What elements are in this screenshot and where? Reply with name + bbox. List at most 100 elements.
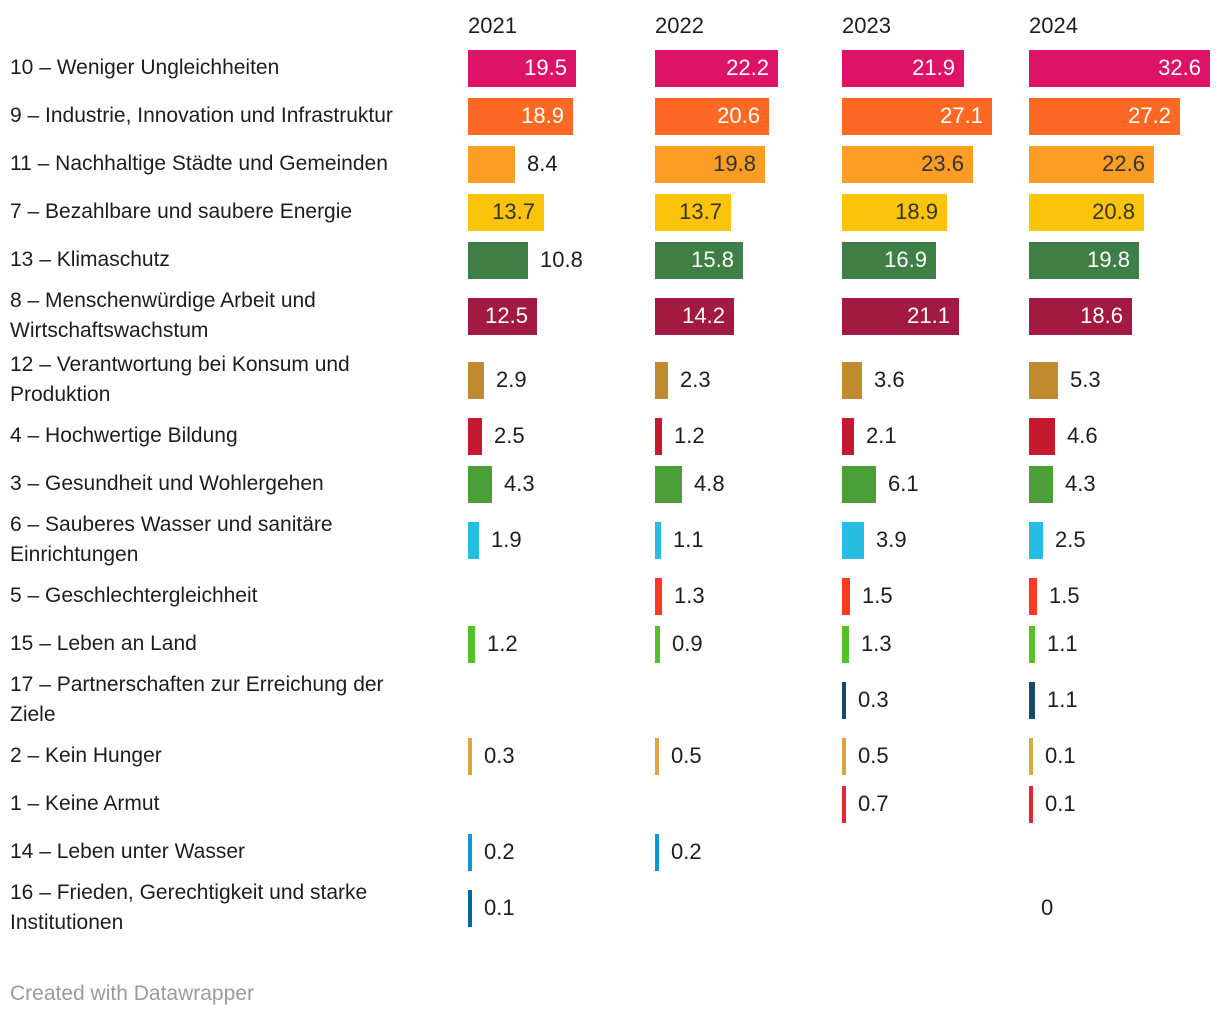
bar-cell: 1.9 — [468, 508, 655, 572]
bar: 18.9 — [842, 193, 947, 231]
value-label: 1.1 — [1047, 631, 1078, 656]
bar-cell: 1.2 — [468, 620, 655, 668]
chart-row: 3 – Gesundheit und Wohlergehen 4.3 4.8 6.1 4… — [10, 460, 1220, 508]
bar — [842, 737, 846, 775]
datawrapper-attribution[interactable]: Created with Datawrapper — [10, 982, 254, 1005]
bar: 13.7 — [468, 193, 544, 231]
bar — [468, 521, 479, 559]
value-label: 1.1 — [673, 527, 704, 552]
bar-cell: 1.5 — [842, 572, 1029, 620]
bar-cell: 0.5 — [655, 732, 842, 780]
value-label: 19.8 — [1087, 247, 1130, 272]
bar-cell: 32.6 — [1029, 44, 1216, 92]
year-header: 2022 — [655, 13, 704, 38]
value-label: 2.3 — [680, 367, 711, 392]
row-label: 7 – Bezahlbare und saubere Energie — [10, 200, 353, 223]
bar — [842, 785, 846, 823]
bar-cell: 0 — [1029, 876, 1216, 940]
bar: 20.8 — [1029, 193, 1144, 231]
bar — [1029, 625, 1035, 663]
bar-cell: 0.1 — [1029, 780, 1216, 828]
bar-cell: 2.1 — [842, 412, 1029, 460]
row-label: 12 – Verantwortung bei Konsum und Produk… — [10, 353, 350, 406]
bar — [1029, 417, 1055, 455]
chart-row: 8 – Menschenwürdige Arbeit und Wirtschaf… — [10, 284, 1220, 348]
value-label: 19.8 — [713, 151, 756, 176]
bar — [1029, 785, 1033, 823]
bar-cell: 21.1 — [842, 284, 1029, 348]
bar — [655, 465, 682, 503]
value-label: 4.8 — [694, 471, 725, 496]
value-label: 6.1 — [888, 471, 919, 496]
bar-cell: 18.9 — [842, 188, 1029, 236]
row-label: 6 – Sauberes Wasser und sanitäre Einrich… — [10, 513, 333, 566]
chart-row: 16 – Frieden, Gerechtigkeit und starke I… — [10, 876, 1220, 940]
row-label: 1 – Keine Armut — [10, 792, 160, 815]
value-label: 2.1 — [866, 423, 897, 448]
bar-cell: 1.3 — [842, 620, 1029, 668]
value-label: 21.9 — [912, 55, 955, 80]
value-label: 0.5 — [858, 743, 889, 768]
bar — [1029, 681, 1035, 719]
value-label: 1.5 — [862, 583, 893, 608]
value-label: 27.1 — [940, 103, 983, 128]
bar — [1029, 465, 1053, 503]
bar-cell: 18.9 — [468, 92, 655, 140]
bar-cell: 19.5 — [468, 44, 655, 92]
value-label: 0.7 — [858, 791, 889, 816]
chart-row: 4 – Hochwertige Bildung 2.5 1.2 2.1 4.6 — [10, 412, 1220, 460]
value-label: 13.7 — [679, 199, 722, 224]
bar-cell: 27.2 — [1029, 92, 1216, 140]
row-label: 14 – Leben unter Wasser — [10, 840, 246, 863]
bar-cell: 22.2 — [655, 44, 842, 92]
bar — [842, 681, 846, 719]
bar-cell — [842, 876, 1029, 940]
bar-cell: 2.5 — [468, 412, 655, 460]
bar — [1029, 737, 1033, 775]
bar-cell: 14.2 — [655, 284, 842, 348]
bar-cell: 0.3 — [468, 732, 655, 780]
bar — [655, 577, 662, 615]
chart-row: 9 – Industrie, Innovation und Infrastruk… — [10, 92, 1220, 140]
bar — [842, 465, 876, 503]
value-label: 0.2 — [484, 839, 515, 864]
bar-cell: 13.7 — [655, 188, 842, 236]
chart-row: 17 – Partnerschaften zur Erreichung der … — [10, 668, 1220, 732]
value-label: 0.1 — [1045, 743, 1076, 768]
row-label: 9 – Industrie, Innovation und Infrastruk… — [10, 104, 393, 127]
bar-cell: 8.4 — [468, 140, 655, 188]
value-label: 0.3 — [858, 687, 889, 712]
row-label: 3 – Gesundheit und Wohlergehen — [10, 472, 324, 495]
value-label: 0.9 — [672, 631, 703, 656]
bar-cell: 4.6 — [1029, 412, 1216, 460]
bar — [842, 417, 854, 455]
bar-cell: 0.9 — [655, 620, 842, 668]
value-label: 19.5 — [524, 55, 567, 80]
bar-cell: 1.1 — [1029, 668, 1216, 732]
bar — [468, 361, 484, 399]
bar — [842, 625, 849, 663]
value-label: 1.3 — [861, 631, 892, 656]
value-label: 1.1 — [1047, 687, 1078, 712]
bar-cell: 1.1 — [655, 508, 842, 572]
bar-cell — [468, 668, 655, 732]
bar — [468, 241, 528, 279]
chart-row: 10 – Weniger Ungleichheiten 19.5 22.2 21.9 3… — [10, 44, 1220, 92]
value-label: 1.2 — [674, 423, 705, 448]
bar — [468, 145, 515, 183]
value-label: 8.4 — [527, 151, 558, 176]
value-label: 20.8 — [1092, 199, 1135, 224]
value-label: 0.1 — [484, 895, 515, 920]
value-label: 3.6 — [874, 367, 905, 392]
bar-cell: 12.5 — [468, 284, 655, 348]
bar: 18.6 — [1029, 297, 1132, 335]
row-label: 15 – Leben an Land — [10, 632, 197, 655]
bar-cell: 13.7 — [468, 188, 655, 236]
value-label: 2.5 — [494, 423, 525, 448]
value-label: 4.3 — [504, 471, 535, 496]
bar — [1029, 521, 1043, 559]
bar-cell: 19.8 — [1029, 236, 1216, 284]
bar-cell — [468, 572, 655, 620]
value-label: 1.5 — [1049, 583, 1080, 608]
